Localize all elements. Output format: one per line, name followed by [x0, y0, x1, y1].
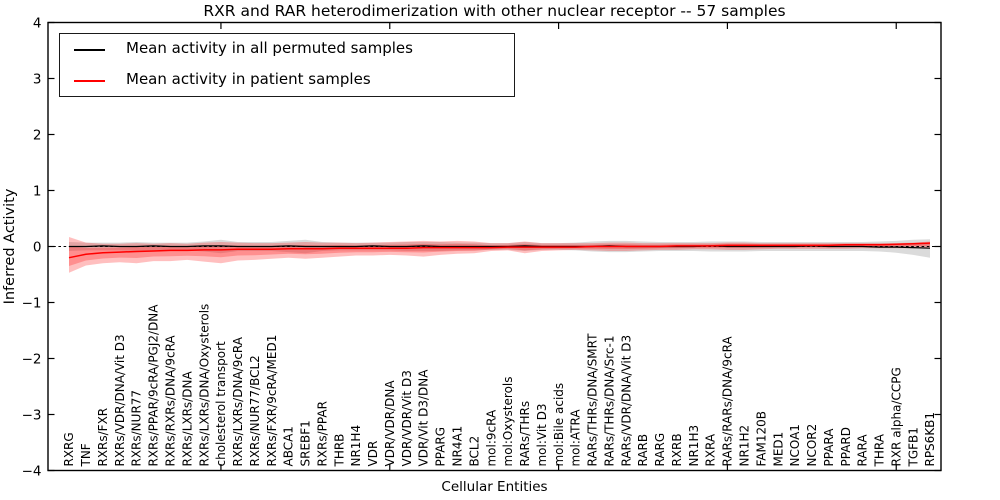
x-category-label: SREBF1 — [299, 420, 313, 466]
x-category-label: RARs/THRs — [518, 401, 532, 467]
x-category-label: RXRs/PPAR — [315, 401, 329, 466]
y-tick-label: −3 — [22, 407, 42, 423]
y-tick-labels: 4 3 2 1 0 −1 −2 −3 −4 — [22, 15, 42, 479]
x-category-label: RXRs/LXRs/DNA/9cRA — [231, 336, 245, 466]
y-tick-label: 1 — [33, 183, 42, 199]
x-category-label: RARs/THRs/DNA/SMRT — [586, 333, 600, 467]
x-category-label: RARG — [653, 433, 667, 467]
x-category-label: ABCA1 — [282, 426, 296, 466]
x-category-label: RXRs/NUR77/BCL2 — [248, 355, 262, 466]
y-axis-label: Inferred Activity — [2, 188, 18, 304]
x-category-label: mol:Vit D3 — [535, 403, 549, 466]
x-category-label: RXRB — [670, 433, 684, 466]
x-category-label: RXRs/NUR77 — [130, 390, 144, 467]
x-axis-label: Cellular Entities — [441, 479, 548, 495]
patient-line-swatch-icon — [74, 80, 105, 82]
x-category-label: RARs/VDR/DNA/Vit D3 — [619, 335, 633, 467]
x-category-label: cholesterol transport — [214, 341, 228, 467]
x-category-label: NCOA1 — [788, 424, 802, 466]
x-category-label: PPARA — [822, 428, 836, 467]
x-category-label: VDR/VDR/DNA — [383, 380, 397, 467]
patient-mean-line — [68, 242, 931, 259]
x-category-label: PPARG — [434, 427, 448, 467]
x-category-label: THRB — [332, 434, 346, 468]
x-category-label: MED1 — [771, 432, 785, 467]
permuted-line-swatch-icon — [74, 49, 105, 51]
x-category-label: mol:Oxysterols — [501, 377, 515, 467]
legend-label-permuted: Mean activity in all permuted samples — [126, 39, 413, 57]
x-category-label: RXR alpha/CCPG — [889, 367, 903, 466]
x-category-label: NR1H4 — [349, 425, 363, 467]
x-category-label: RXRs/RXRs/DNA/9cRA — [163, 335, 177, 467]
x-category-label: RXRs/FXR — [96, 408, 110, 467]
x-category-label: NCOR2 — [805, 424, 819, 467]
x-category-label: mol:Bile acids — [552, 383, 566, 467]
y-tick-label: 2 — [33, 127, 42, 143]
permuted-band — [69, 239, 930, 258]
x-category-label: BCL2 — [467, 436, 481, 467]
y-tick-label: −2 — [22, 351, 42, 367]
legend: Mean activity in all permuted samples Me… — [59, 33, 515, 97]
x-category-label: RXRs/VDR/DNA/Vit D3 — [113, 334, 127, 466]
x-category-label: FAM120B — [754, 411, 768, 467]
x-category-label: NR4A1 — [450, 426, 464, 467]
x-category-label: mol:ATRA — [569, 409, 583, 467]
x-category-label: RXRs/LXRs/DNA — [180, 371, 194, 467]
mean-lines — [48, 242, 941, 259]
x-category-label: RXRs/FXR/9cRA/MED1 — [265, 335, 279, 467]
confidence-bands — [69, 237, 930, 273]
y-tick-label: −1 — [22, 295, 42, 311]
y-tick-label: 3 — [33, 71, 42, 87]
x-category-label: RARB — [636, 434, 650, 467]
x-category-label: RARA — [856, 434, 870, 467]
legend-label-patient: Mean activity in patient samples — [126, 70, 371, 88]
x-category-label: TGFB1 — [906, 427, 920, 467]
x-category-label: PPARD — [839, 427, 853, 467]
x-category-label: NR1H3 — [687, 425, 701, 467]
chart-title: RXR and RAR heterodimerization with othe… — [203, 2, 786, 20]
x-category-label: RPS6KB1 — [923, 412, 937, 467]
x-category-label: VDR — [366, 441, 380, 467]
legend-item-permuted: Mean activity in all permuted samples — [60, 34, 514, 66]
legend-item-patient: Mean activity in patient samples — [60, 65, 514, 97]
x-category-label: RARs/THRs/DNA/Src-1 — [602, 336, 616, 467]
x-category-label: RXRs/LXRs/DNA/Oxysterols — [197, 304, 211, 467]
y-tick-label: 0 — [33, 239, 42, 255]
x-category-label: RARs/RARs/DNA/9cRA — [721, 336, 735, 467]
y-tick-label: 4 — [33, 15, 42, 31]
x-category-label: THRA — [873, 433, 887, 467]
x-category-label: NR1H2 — [737, 425, 751, 467]
x-category-label: mol:9cRA — [484, 409, 498, 466]
x-category-label: TNF — [79, 443, 93, 467]
x-category-label: RXRG — [62, 432, 76, 466]
y-tick-label: −4 — [22, 463, 42, 479]
x-category-label: VDR/VDR/Vit D3 — [400, 370, 414, 466]
permuted-mean-line — [69, 245, 931, 249]
axis-ticks — [48, 21, 941, 472]
x-category-label: RXRA — [704, 433, 718, 466]
x-category-label: VDR/Vit D3/DNA — [417, 369, 431, 467]
x-category-label: RXRs/PPAR/9cRA/PGJ2/DNA — [147, 304, 161, 467]
x-category-labels: RXRG TNF RXRs/FXR RXRs/VDR/DNA/Vit D3 RXRs/N… — [62, 304, 937, 468]
